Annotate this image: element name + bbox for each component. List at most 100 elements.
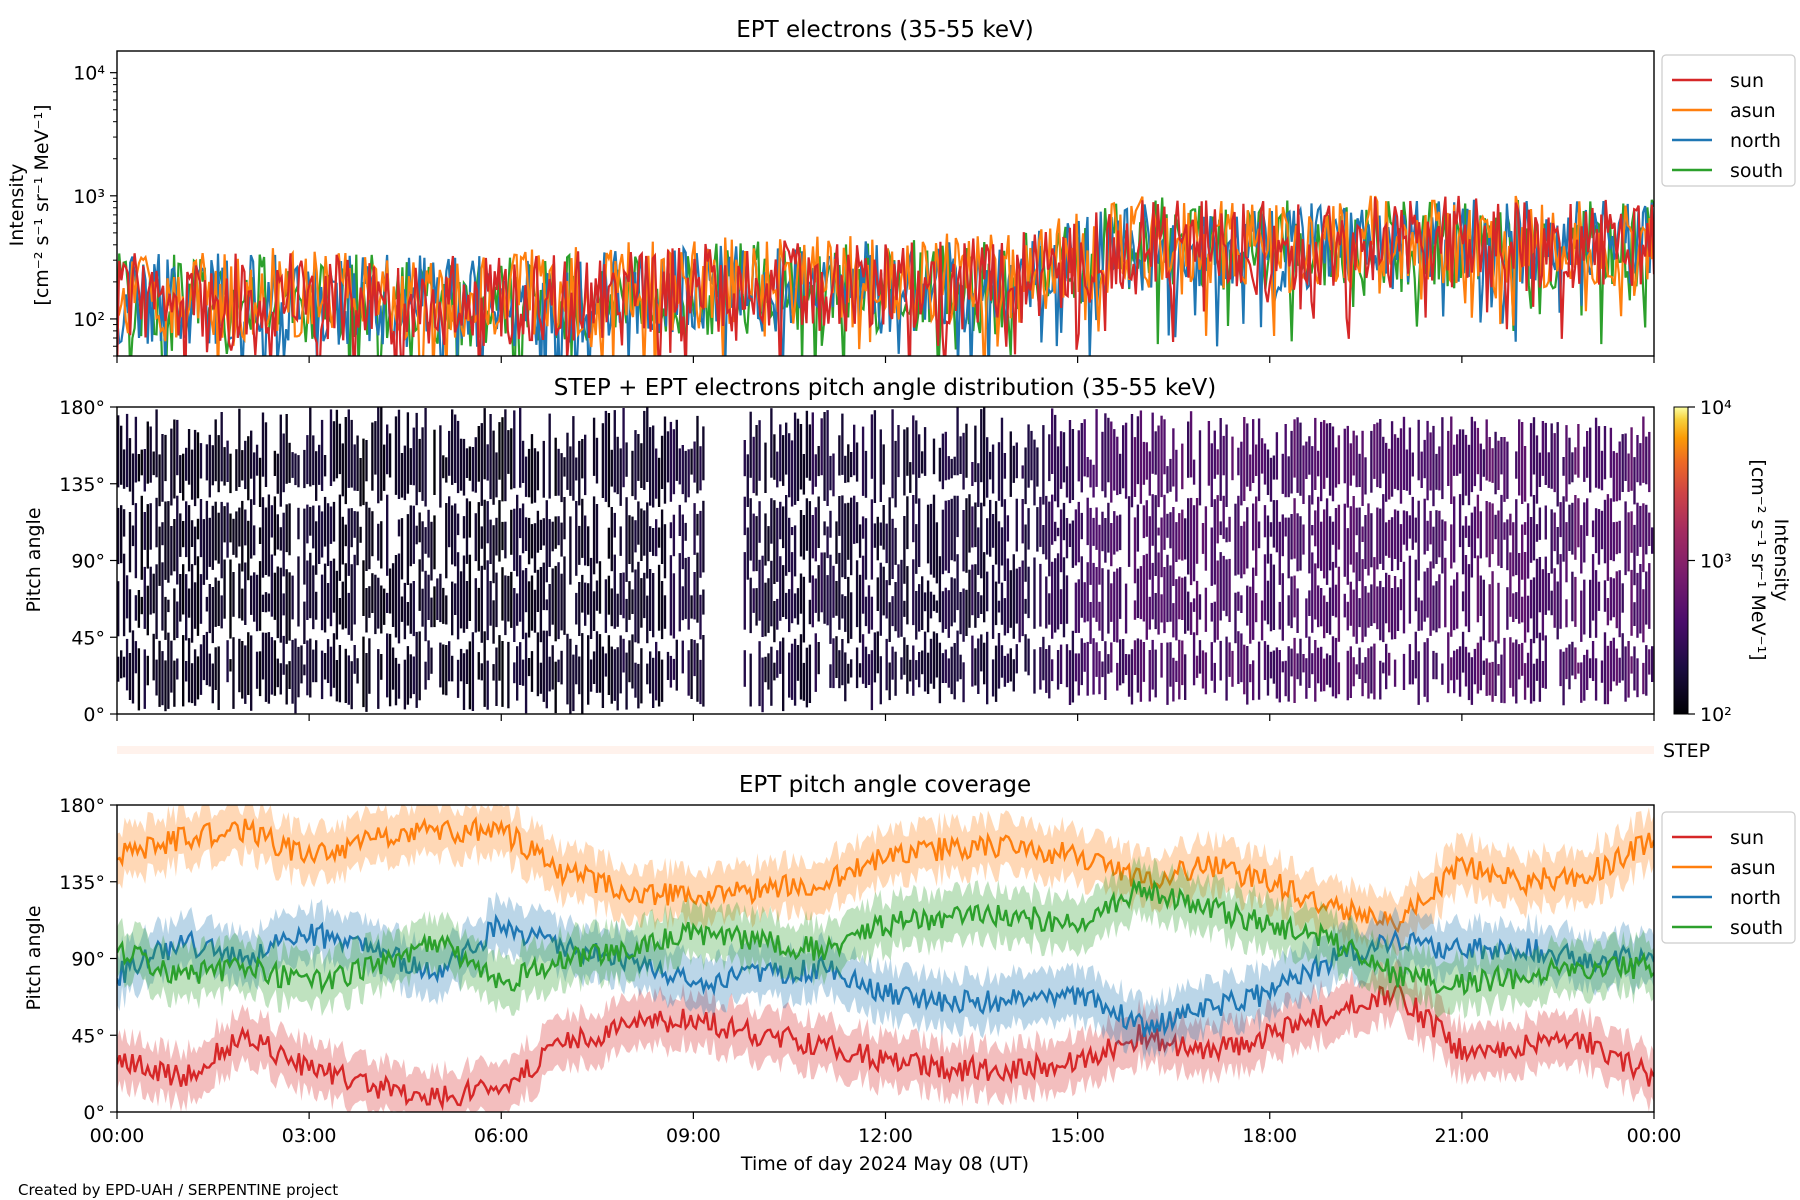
pad-cell [1127,496,1131,567]
pad-cell [1458,494,1462,548]
pad-cell [1018,566,1021,643]
pad-cell [669,555,673,636]
pad-cell [208,653,211,687]
panel3-x-ticks: 00:00 03:00 06:00 09:00 12:00 15:00 18:00 21:00… [90,1112,1681,1147]
pad-cell [400,596,404,622]
pad-cell [542,518,545,546]
pad-cell [1364,457,1367,495]
pad-cell [185,574,188,641]
pad-cell [1526,595,1530,633]
pad-cell [820,418,823,476]
pad-cell [776,507,779,582]
pad-cell [1553,512,1556,552]
pad-cell [551,521,554,552]
pad-cell [300,645,303,684]
pad-cell [1062,502,1066,541]
pad-cell [1535,558,1539,639]
pad-cell [1636,502,1639,556]
pad-cell [1296,653,1299,680]
pad-cell [140,449,143,476]
pad-cell [480,526,483,549]
pad-cell [412,581,415,637]
pad-cell [161,562,164,631]
pad-cell [974,502,977,548]
pad-cell [657,527,661,548]
pad-cell [805,647,809,708]
pad-cell [1246,423,1249,487]
pad-cell [785,592,788,620]
pad-cell [235,511,238,558]
pad-cell [929,591,933,619]
pad-cell [563,556,566,635]
pad-cell [1255,444,1258,476]
pad-cell [1056,527,1060,537]
pad-cell [1056,446,1060,508]
pad-cell [581,439,584,479]
pad-cell [841,639,844,686]
pad-cell [1216,495,1219,544]
pad-cell [516,646,519,701]
pad-cell [276,658,279,688]
pad-cell [359,458,362,507]
pad-cell [1051,561,1054,639]
pad-cell [158,454,161,507]
pad-cell [1488,502,1491,568]
pad-cell [873,632,877,683]
pad-cell [1479,511,1482,559]
pad-cell [1323,509,1326,579]
pad-cell [696,643,699,702]
pad-cell [332,501,336,542]
pad-cell [1237,631,1240,684]
pad-cell [699,510,702,578]
pad-cell [832,638,835,689]
pad-cell [1021,560,1024,637]
pad-cell [1231,650,1234,687]
pad-cell [829,510,832,538]
pad-cell [1408,427,1412,495]
pad-cell [1337,435,1341,485]
pad-cell [1485,501,1488,558]
pad-cell [1278,601,1281,630]
pad-cell [291,575,294,620]
pad-cell [167,599,170,613]
pad-cell [1565,425,1568,502]
pad-cell [755,588,758,626]
pad-cell [356,511,359,566]
pad-cell [584,582,587,626]
pad-cell [938,556,942,623]
pad-cell [1467,652,1471,701]
pad-cell [610,646,613,704]
pad-cell [205,500,209,580]
pad-cell [761,555,764,637]
pad-cell [1331,521,1335,545]
pad-cell [394,416,398,495]
pad-cell [1565,522,1568,583]
y-tick-label: 45° [71,627,105,649]
pad-cell [891,409,894,499]
pad-cell [214,647,217,690]
pad-cell [1544,505,1547,540]
pad-cell [1467,564,1471,633]
pad-cell [229,559,232,639]
pad-cell [539,519,543,550]
pad-cell [1642,662,1645,695]
pad-cell [1597,426,1601,489]
pad-cell [858,574,862,643]
pad-cell [918,434,921,478]
pad-cell [1000,417,1004,507]
pad-cell [989,451,992,480]
pad-cell [1027,566,1030,619]
pad-cell [1169,642,1172,687]
pad-cell [519,555,522,622]
pad-cell [1151,562,1154,620]
pad-cell [527,517,531,565]
pad-cell [613,554,616,629]
pad-cell [779,556,782,621]
pad-cell [935,522,939,584]
pad-cell [944,431,947,481]
pad-cell [1204,652,1208,695]
panel3-ylabel: Pitch angle [23,905,45,1010]
pad-cell [445,645,448,696]
pad-cell [477,652,480,680]
